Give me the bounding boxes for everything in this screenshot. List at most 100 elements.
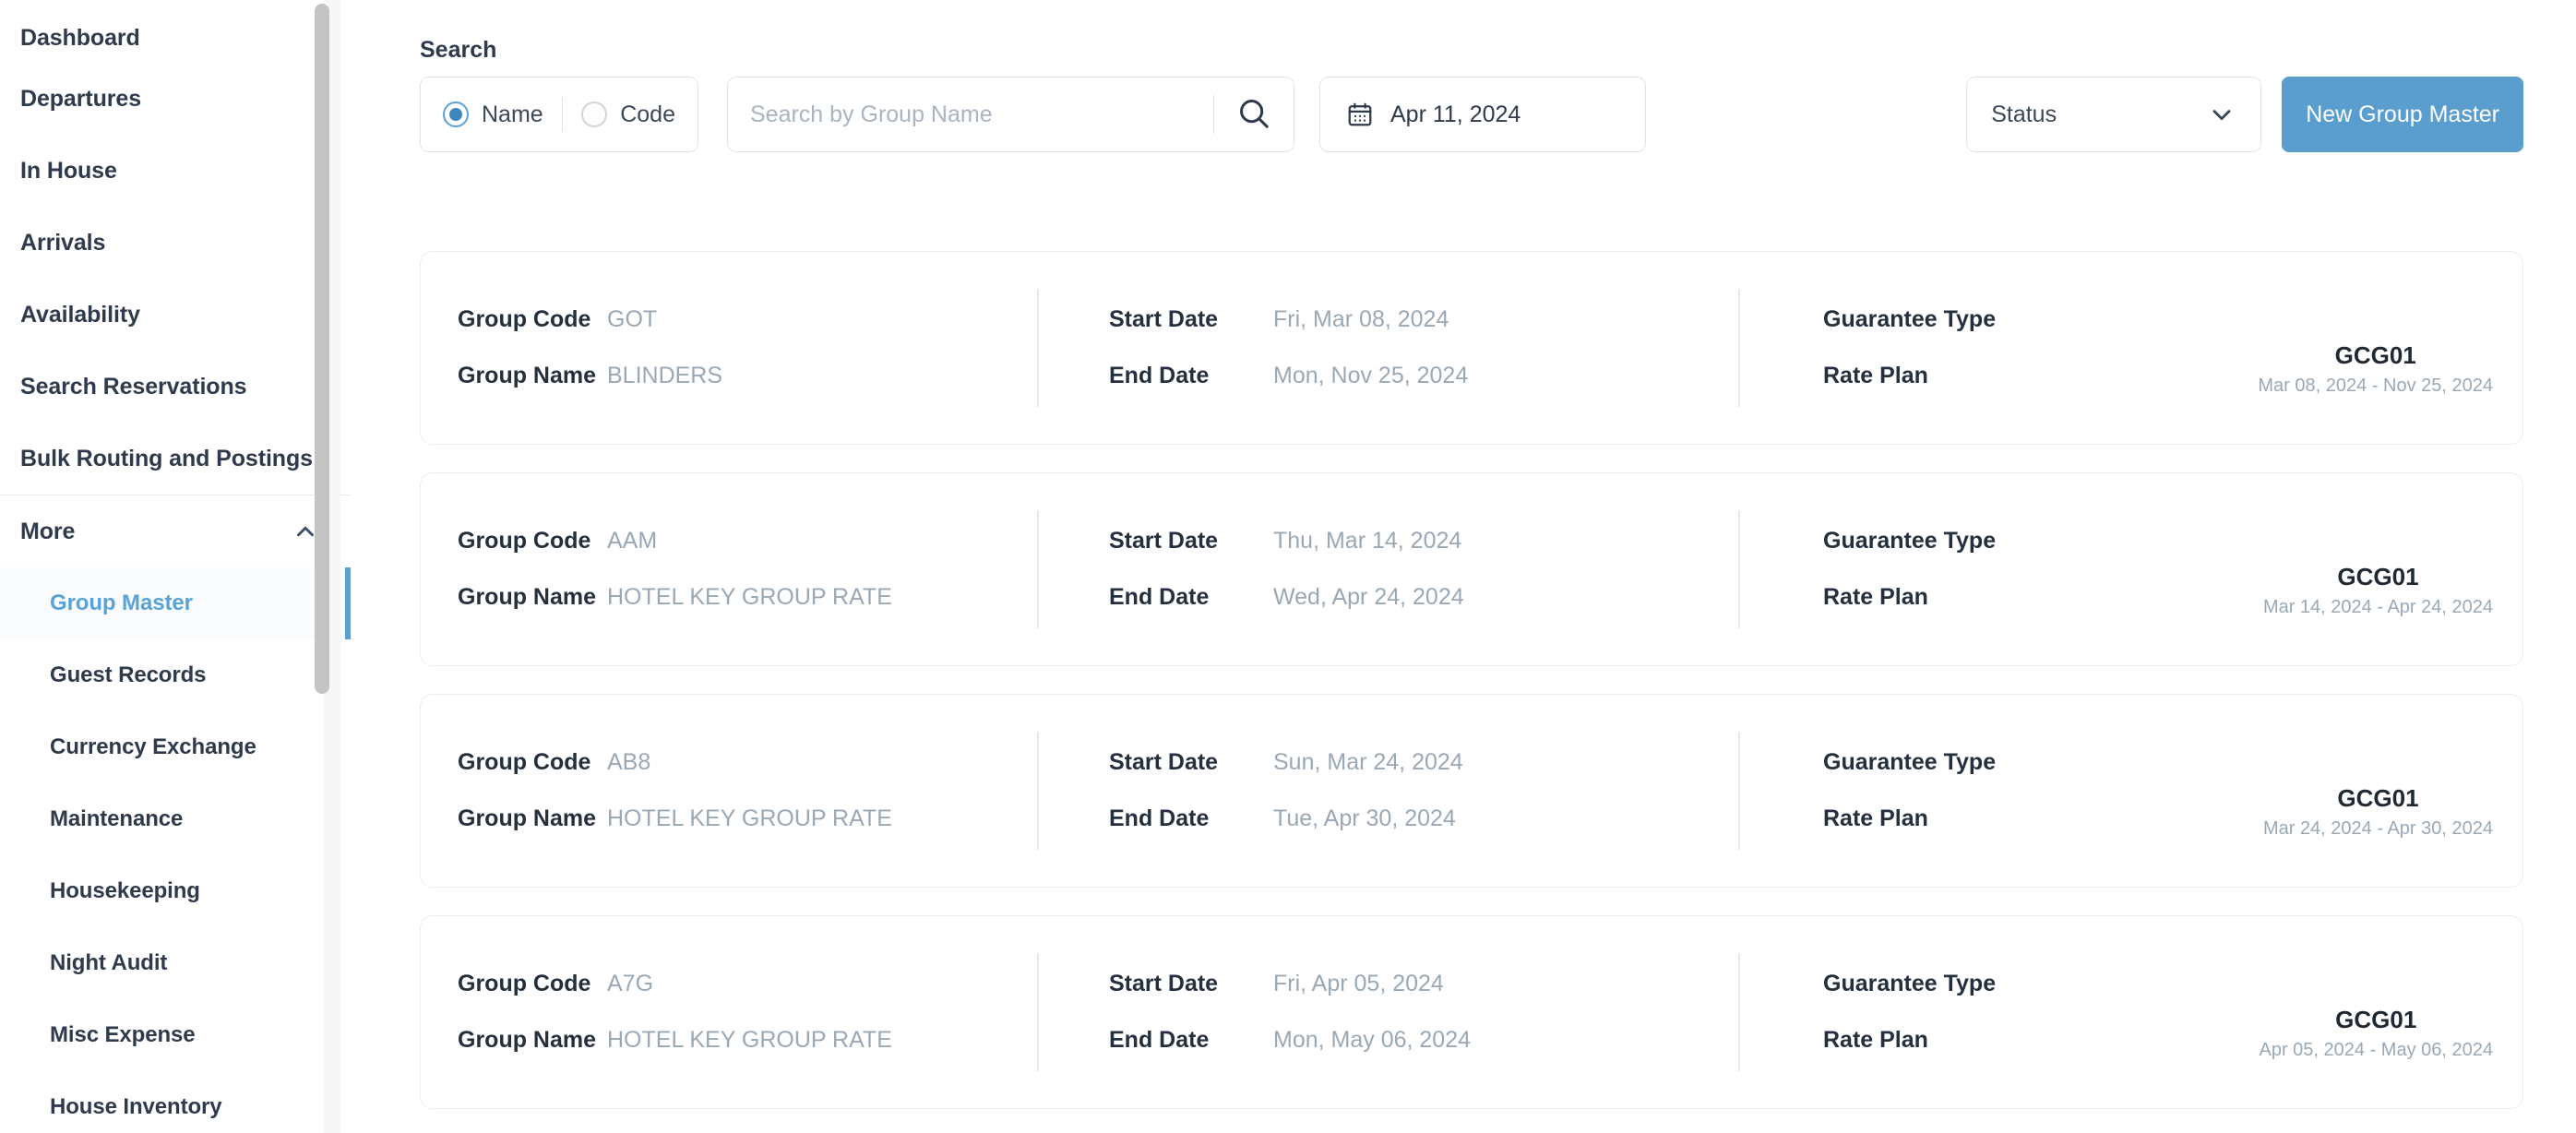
rate-plan-badge: GCG01 Mar 08, 2024 - Nov 25, 2024 xyxy=(2258,342,2493,396)
rate-plan-code: GCG01 xyxy=(2337,563,2419,590)
sidebar-item-label: Bulk Routing and Postings xyxy=(20,445,313,471)
rate-plan-badge: GCG01 Mar 14, 2024 - Apr 24, 2024 xyxy=(2263,564,2493,617)
card-column-divider xyxy=(1037,953,1039,1071)
group-name-row: Group Name HOTEL KEY GROUP RATE xyxy=(458,1027,1037,1054)
group-master-card[interactable]: Group Code AAM Group Name HOTEL KEY GROUP R… xyxy=(420,472,2523,666)
sidebar-item-misc-expense[interactable]: Misc Expense xyxy=(0,999,351,1071)
group-code-value: A7G xyxy=(607,971,654,996)
group-master-card[interactable]: Group Code AB8 Group Name HOTEL KEY GROUP R… xyxy=(420,694,2523,888)
card-column-divider xyxy=(1037,732,1039,850)
group-name-row: Group Name BLINDERS xyxy=(458,363,1037,389)
group-code-value: GOT xyxy=(607,306,658,332)
group-code-value: AB8 xyxy=(607,749,651,775)
group-name-value: HOTEL KEY GROUP RATE xyxy=(607,584,892,610)
chevron-up-icon[interactable] xyxy=(292,518,319,545)
sidebar-item-label: Dashboard xyxy=(20,25,140,51)
radio-code-indicator[interactable] xyxy=(581,101,608,127)
sidebar-item-label: More xyxy=(20,518,76,544)
sidebar-item-label: Availability xyxy=(20,301,140,328)
chevron-down-icon[interactable] xyxy=(2207,100,2236,129)
rate-plan-code: GCG01 xyxy=(2334,341,2416,369)
group-code-label: Group Code xyxy=(458,306,591,332)
card-column-rate: Guarantee Type Rate Plan GCG01 Mar 14, 2024… xyxy=(1738,473,2522,665)
sidebar-item-label: Currency Exchange xyxy=(50,734,256,759)
sidebar-item-in-house[interactable]: In House xyxy=(0,135,351,207)
guarantee-type-row: Guarantee Type xyxy=(1823,749,2522,776)
rate-plan-row: Rate Plan xyxy=(1823,805,2522,832)
radio-option-code[interactable]: Code xyxy=(581,101,675,128)
group-master-card[interactable]: Group Code A7G Group Name HOTEL KEY GROUP R… xyxy=(420,915,2523,1109)
rate-plan-date-range: Mar 14, 2024 - Apr 24, 2024 xyxy=(2262,596,2493,617)
guarantee-type-label: Guarantee Type xyxy=(1823,971,1997,996)
start-date-value: Sun, Mar 24, 2024 xyxy=(1273,749,1463,775)
group-master-card[interactable]: Group Code GOT Group Name BLINDERS Start Dat… xyxy=(420,251,2523,445)
sidebar: Dashboard Departures In House Arrivals Avail… xyxy=(0,0,351,1133)
sidebar-item-label: Housekeeping xyxy=(50,878,200,903)
search-section-label: Search xyxy=(420,37,497,63)
group-code-row: Group Code GOT xyxy=(458,306,1037,333)
sidebar-item-departures[interactable]: Departures xyxy=(0,63,351,135)
search-type-radio-group[interactable]: Name Code xyxy=(420,77,698,152)
card-column-dates: Start Date Fri, Mar 08, 2024 End Date Mon, … xyxy=(1037,252,1738,444)
group-code-row: Group Code AB8 xyxy=(458,749,1037,776)
card-column-rate: Guarantee Type Rate Plan GCG01 Mar 24, 2024… xyxy=(1738,695,2522,887)
sidebar-item-label: Arrivals xyxy=(20,229,106,256)
search-button[interactable] xyxy=(1214,78,1294,151)
sidebar-item-label: Guest Records xyxy=(50,662,207,687)
sidebar-item-night-audit[interactable]: Night Audit xyxy=(0,927,351,999)
search-icon xyxy=(1236,96,1271,134)
sidebar-item-maintenance[interactable]: Maintenance xyxy=(0,783,351,855)
group-code-label: Group Code xyxy=(458,528,591,554)
sidebar-primary-nav: Dashboard Departures In House Arrivals Avail… xyxy=(0,0,351,495)
sidebar-item-search-reservations[interactable]: Search Reservations xyxy=(0,351,351,423)
card-column-identity: Group Code A7G Group Name HOTEL KEY GROUP R… xyxy=(421,916,1037,1108)
radio-code-label: Code xyxy=(620,101,675,127)
sidebar-item-housekeeping[interactable]: Housekeeping xyxy=(0,855,351,927)
sidebar-item-arrivals[interactable]: Arrivals xyxy=(0,207,351,279)
sidebar-item-more[interactable]: More xyxy=(0,495,351,567)
sidebar-item-bulk-routing-and-postings[interactable]: Bulk Routing and Postings xyxy=(0,423,351,495)
group-name-value: HOTEL KEY GROUP RATE xyxy=(607,805,892,831)
sidebar-item-house-inventory[interactable]: House Inventory xyxy=(0,1071,351,1133)
sidebar-scrollbar-track[interactable] xyxy=(315,0,340,1133)
radio-name-indicator[interactable] xyxy=(443,101,469,127)
search-input[interactable] xyxy=(750,78,1210,151)
sidebar-item-dashboard[interactable]: Dashboard xyxy=(0,0,351,63)
sidebar-item-label: Night Audit xyxy=(50,950,168,975)
group-name-label: Group Name xyxy=(458,805,597,831)
end-date-label: End Date xyxy=(1109,363,1210,388)
status-select-value: Status xyxy=(1991,101,2057,127)
rate-plan-badge: GCG01 Mar 24, 2024 - Apr 30, 2024 xyxy=(2263,785,2493,839)
start-date-value: Fri, Mar 08, 2024 xyxy=(1273,306,1449,332)
card-column-dates: Start Date Thu, Mar 14, 2024 End Date Wed, … xyxy=(1037,473,1738,665)
group-master-list: Group Code GOT Group Name BLINDERS Start Dat… xyxy=(420,251,2523,1133)
start-date-label: Start Date xyxy=(1109,749,1219,775)
card-column-rate: Guarantee Type Rate Plan GCG01 Mar 08, 2024… xyxy=(1738,252,2522,444)
new-group-master-button[interactable]: New Group Master xyxy=(2282,77,2523,152)
sidebar-item-guest-records[interactable]: Guest Records xyxy=(0,639,351,711)
sidebar-item-group-master[interactable]: Group Master xyxy=(0,567,351,639)
guarantee-type-label: Guarantee Type xyxy=(1823,306,1997,332)
sidebar-item-currency-exchange[interactable]: Currency Exchange xyxy=(0,711,351,783)
sidebar-item-label: Maintenance xyxy=(50,806,184,831)
main-content: Search Name Code xyxy=(351,0,2576,1133)
group-code-row: Group Code AAM xyxy=(458,528,1037,555)
card-column-divider xyxy=(1037,510,1039,628)
date-picker[interactable]: Apr 11, 2024 xyxy=(1319,77,1646,152)
start-date-label: Start Date xyxy=(1109,528,1219,554)
guarantee-type-label: Guarantee Type xyxy=(1823,528,1997,554)
rate-plan-badge: GCG01 Apr 05, 2024 - May 06, 2024 xyxy=(2260,1007,2494,1060)
card-column-divider xyxy=(1738,289,1740,407)
sidebar-item-label: Misc Expense xyxy=(50,1022,196,1047)
group-name-row: Group Name HOTEL KEY GROUP RATE xyxy=(458,584,1037,611)
rate-plan-date-range: Mar 24, 2024 - Apr 30, 2024 xyxy=(2262,817,2493,839)
end-date-value: Mon, Nov 25, 2024 xyxy=(1273,363,1469,388)
calendar-icon xyxy=(1346,101,1374,128)
sidebar-item-availability[interactable]: Availability xyxy=(0,279,351,351)
end-date-row: End Date Mon, Nov 25, 2024 xyxy=(1109,363,1738,389)
sidebar-scrollbar-thumb[interactable] xyxy=(315,4,329,694)
radio-option-name[interactable]: Name xyxy=(443,101,543,128)
status-select[interactable]: Status xyxy=(1966,77,2262,152)
card-column-divider xyxy=(1738,953,1740,1071)
